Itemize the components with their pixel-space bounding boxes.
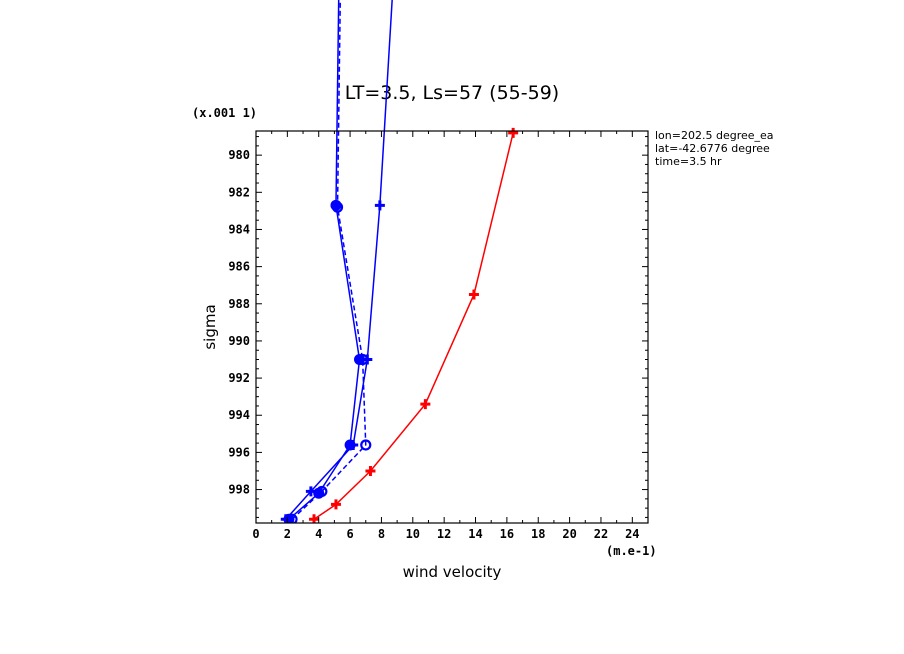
chart-title: LT=3.5, Ls=57 (55-59): [345, 82, 559, 104]
y-tick-label: 994: [228, 408, 250, 422]
x-tick-label: 16: [500, 527, 514, 541]
series-layer: [280, 0, 519, 523]
y-scale-note: (x.001 1): [192, 106, 257, 120]
info-line: time=3.5 hr: [655, 155, 722, 168]
y-axis-title: sigma: [201, 304, 219, 349]
plot-frame: [255, 130, 649, 524]
series-marker-4: [468, 289, 479, 300]
axes-layer: 0 2 4 6 8 10 12 14 16 18 20 22 249809829849869889909…: [228, 130, 649, 541]
series-marker-3: [360, 439, 372, 451]
y-tick-label: 990: [228, 334, 250, 348]
y-tick-label: 982: [228, 185, 250, 199]
x-tick-label: 12: [437, 527, 451, 541]
series-marker-2: [283, 513, 295, 523]
y-tick-label: 998: [228, 483, 250, 497]
y-tick-label: 996: [228, 445, 250, 459]
series-line-4: [313, 132, 514, 520]
series-marker-1: [374, 200, 385, 211]
series-marker-3: [357, 353, 369, 366]
series-line-1: [285, 0, 393, 520]
y-tick-label: 980: [228, 148, 250, 162]
x-tick-label: 24: [625, 527, 639, 541]
series-marker-2: [330, 199, 342, 211]
x-tick-label: 22: [594, 527, 608, 541]
series-marker-4: [330, 499, 341, 510]
x-tick-label: 0: [252, 527, 259, 541]
x-axis-title: wind velocity: [403, 563, 502, 581]
y-tick-label: 986: [228, 260, 250, 274]
info-line: lat=-42.6776 degree: [655, 142, 770, 155]
series-marker-4: [420, 399, 431, 410]
x-tick-label: 10: [406, 527, 420, 541]
x-tick-label: 4: [315, 527, 322, 541]
x-tick-label: 2: [284, 527, 291, 541]
series-marker-3: [316, 485, 328, 498]
x-tick-label: 18: [531, 527, 545, 541]
series-line-2: [288, 0, 361, 520]
series-line-3: [291, 0, 367, 520]
series-marker-4: [508, 127, 519, 138]
series-marker-2: [344, 439, 356, 451]
y-tick-label: 988: [228, 297, 250, 311]
info-line: lon=202.5 degree_ea: [655, 129, 774, 142]
x-units-label: (m.e-1): [606, 544, 657, 558]
x-tick-label: 6: [346, 527, 353, 541]
y-tick-label: 984: [228, 222, 250, 236]
series-marker-4: [365, 465, 376, 476]
x-tick-label: 8: [378, 527, 385, 541]
x-tick-label: 14: [468, 527, 482, 541]
x-tick-label: 20: [562, 527, 576, 541]
y-tick-label: 992: [228, 371, 250, 385]
series-marker-3: [331, 201, 344, 213]
